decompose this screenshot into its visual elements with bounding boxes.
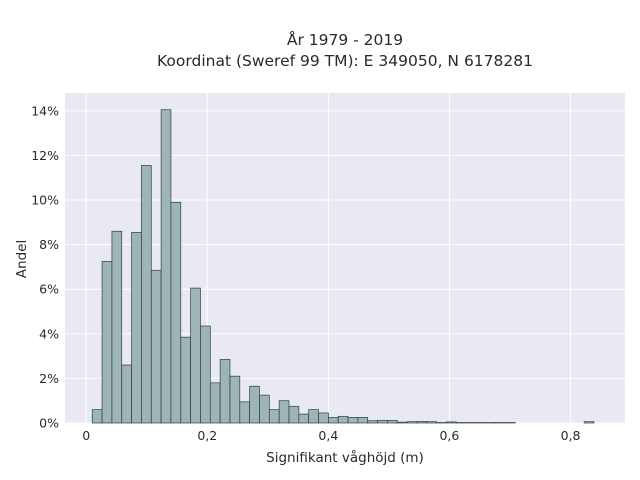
histogram-bar xyxy=(91,409,103,424)
histogram-bar xyxy=(141,165,152,424)
y-tick-label: 2% xyxy=(39,371,59,386)
chart-subtitle: Koordinat (Sweref 99 TM): E 349050, N 61… xyxy=(157,52,533,70)
y-tick-label: 0% xyxy=(39,416,59,431)
histogram-bar xyxy=(396,421,408,424)
histogram-bar xyxy=(583,421,595,424)
histogram-bar xyxy=(160,109,172,424)
y-tick-label: 12% xyxy=(31,148,59,163)
histogram-bar xyxy=(239,401,250,424)
chart-title: År 1979 - 2019 xyxy=(287,30,403,49)
y-tick-label: 6% xyxy=(39,282,59,297)
histogram-bar xyxy=(190,287,201,424)
histogram-bar xyxy=(328,417,339,424)
histogram-bar xyxy=(416,421,428,424)
histogram-bar xyxy=(288,405,300,424)
histogram-bar xyxy=(219,359,231,424)
histogram-bar xyxy=(347,417,359,424)
x-tick-label: 0,4 xyxy=(318,428,338,443)
histogram-bar xyxy=(131,232,142,424)
histogram-bar xyxy=(446,421,457,424)
histogram-bars xyxy=(91,109,595,424)
x-tick-label: 0,2 xyxy=(197,428,217,443)
histogram-bar xyxy=(111,230,123,424)
histogram-bar xyxy=(229,375,241,424)
histogram-bar xyxy=(259,394,270,424)
histogram-bar xyxy=(101,260,113,424)
x-axis-label: Signifikant våghöjd (m) xyxy=(266,449,424,466)
histogram-bar xyxy=(357,417,369,424)
x-tick-label: 0,6 xyxy=(439,428,459,443)
y-tick-label: 8% xyxy=(39,237,59,252)
y-axis-label: Andel xyxy=(14,240,30,278)
histogram-bar xyxy=(170,201,182,424)
x-tick-label: 0,8 xyxy=(561,428,581,443)
histogram-bar xyxy=(249,385,260,424)
histogram-bar xyxy=(150,269,162,424)
histogram-bar xyxy=(209,382,221,424)
histogram-bar xyxy=(406,421,418,424)
x-tick-label: 0 xyxy=(82,428,90,443)
histogram-bar xyxy=(121,364,132,424)
y-tick-label: 4% xyxy=(39,326,59,341)
histogram-bar xyxy=(377,419,388,424)
histogram-bar xyxy=(367,420,378,424)
histogram-bar xyxy=(200,325,211,424)
axis-ticks: 0 0,2 0,4 0,6 0,8 0% 2% 4% 6% 8% 10% 12% 14% xyxy=(31,103,580,443)
y-tick-label: 14% xyxy=(31,103,59,118)
histogram-bar xyxy=(308,409,319,424)
histogram-bar xyxy=(387,419,398,424)
histogram-bar xyxy=(318,412,329,424)
histogram-bar xyxy=(337,415,349,424)
histogram-bar xyxy=(426,421,437,424)
histogram-bar xyxy=(268,409,280,424)
histogram-bar xyxy=(278,400,290,424)
histogram-bar xyxy=(180,336,191,424)
y-tick-label: 10% xyxy=(31,193,59,208)
histogram-bar xyxy=(298,413,310,424)
